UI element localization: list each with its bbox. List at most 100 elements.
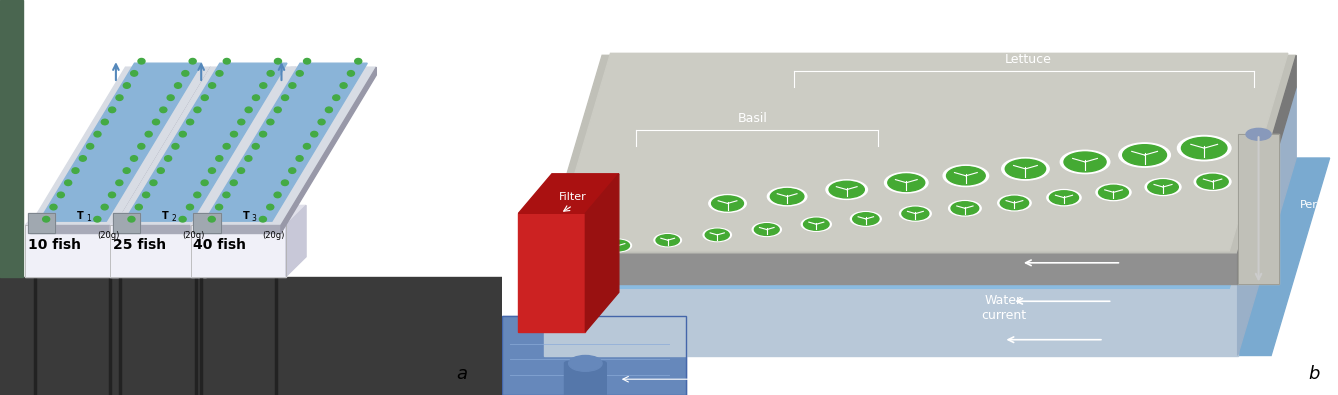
Polygon shape bbox=[206, 205, 226, 276]
Circle shape bbox=[555, 245, 582, 257]
Text: 2: 2 bbox=[171, 214, 177, 223]
Circle shape bbox=[1064, 152, 1107, 172]
Circle shape bbox=[150, 180, 157, 186]
Text: Water
current: Water current bbox=[981, 294, 1026, 322]
Polygon shape bbox=[110, 205, 226, 225]
Polygon shape bbox=[25, 205, 140, 225]
Bar bbox=[25, 225, 120, 276]
Circle shape bbox=[266, 119, 274, 125]
Circle shape bbox=[223, 58, 230, 64]
Circle shape bbox=[274, 192, 281, 198]
Circle shape bbox=[116, 180, 123, 186]
Circle shape bbox=[768, 187, 807, 206]
Circle shape bbox=[333, 95, 340, 100]
Circle shape bbox=[1181, 137, 1227, 159]
Circle shape bbox=[1177, 135, 1231, 161]
Circle shape bbox=[209, 83, 215, 88]
Text: T: T bbox=[242, 211, 249, 221]
Bar bbox=[190, 225, 286, 276]
Circle shape bbox=[131, 156, 138, 161]
Circle shape bbox=[712, 196, 744, 211]
Circle shape bbox=[281, 95, 289, 100]
Circle shape bbox=[135, 204, 142, 210]
Polygon shape bbox=[502, 316, 686, 395]
Polygon shape bbox=[586, 174, 618, 332]
Text: Perlite: Perlite bbox=[1301, 200, 1335, 211]
Circle shape bbox=[274, 107, 281, 113]
Circle shape bbox=[902, 207, 929, 220]
Circle shape bbox=[943, 165, 989, 186]
Circle shape bbox=[656, 235, 680, 246]
Polygon shape bbox=[543, 253, 1238, 284]
Circle shape bbox=[949, 201, 981, 216]
Circle shape bbox=[230, 180, 237, 186]
Circle shape bbox=[215, 204, 222, 210]
Polygon shape bbox=[1238, 134, 1279, 284]
Polygon shape bbox=[551, 53, 1287, 251]
Text: Outflow: Outflow bbox=[748, 374, 791, 384]
Circle shape bbox=[569, 356, 602, 371]
Circle shape bbox=[209, 168, 215, 173]
Circle shape bbox=[355, 58, 361, 64]
Circle shape bbox=[123, 168, 130, 173]
Polygon shape bbox=[120, 205, 140, 276]
Polygon shape bbox=[543, 284, 1238, 356]
Circle shape bbox=[173, 143, 179, 149]
Circle shape bbox=[1119, 143, 1171, 167]
Circle shape bbox=[108, 107, 115, 113]
Circle shape bbox=[1123, 145, 1167, 166]
Circle shape bbox=[296, 71, 304, 76]
Circle shape bbox=[102, 119, 108, 125]
Circle shape bbox=[1096, 184, 1131, 201]
Circle shape bbox=[194, 107, 201, 113]
Circle shape bbox=[851, 212, 882, 226]
Circle shape bbox=[179, 216, 186, 222]
Circle shape bbox=[1005, 159, 1045, 179]
Circle shape bbox=[245, 156, 252, 161]
Circle shape bbox=[709, 195, 747, 212]
Text: 1: 1 bbox=[86, 214, 91, 223]
Circle shape bbox=[946, 167, 985, 185]
Circle shape bbox=[138, 58, 145, 64]
Circle shape bbox=[558, 246, 579, 256]
Circle shape bbox=[245, 107, 252, 113]
Polygon shape bbox=[205, 63, 367, 221]
Circle shape bbox=[253, 143, 260, 149]
Circle shape bbox=[94, 132, 100, 137]
Polygon shape bbox=[31, 67, 211, 225]
Circle shape bbox=[143, 192, 150, 198]
Circle shape bbox=[174, 83, 182, 88]
Circle shape bbox=[1145, 179, 1181, 196]
Circle shape bbox=[702, 228, 732, 242]
Circle shape bbox=[201, 95, 209, 100]
Text: Basil: Basil bbox=[737, 112, 768, 125]
Circle shape bbox=[852, 213, 879, 225]
Circle shape bbox=[238, 119, 245, 125]
Circle shape bbox=[771, 188, 804, 205]
Circle shape bbox=[705, 229, 729, 241]
Circle shape bbox=[755, 224, 779, 235]
Circle shape bbox=[1198, 174, 1228, 189]
Circle shape bbox=[1002, 158, 1049, 180]
Text: b: b bbox=[1309, 365, 1321, 383]
Circle shape bbox=[131, 71, 138, 76]
Circle shape bbox=[230, 132, 237, 137]
Bar bbox=[519, 213, 586, 332]
Circle shape bbox=[1049, 191, 1078, 205]
Polygon shape bbox=[115, 67, 211, 233]
Circle shape bbox=[348, 71, 355, 76]
Text: (20g): (20g) bbox=[182, 231, 205, 239]
Polygon shape bbox=[1238, 87, 1297, 356]
Circle shape bbox=[296, 156, 304, 161]
Circle shape bbox=[72, 168, 79, 173]
Circle shape bbox=[209, 216, 215, 222]
Bar bbox=[190, 225, 286, 276]
Circle shape bbox=[138, 143, 145, 149]
Circle shape bbox=[159, 107, 167, 113]
Circle shape bbox=[752, 223, 781, 237]
Circle shape bbox=[274, 58, 281, 64]
Text: T: T bbox=[162, 211, 169, 221]
Text: 3: 3 bbox=[252, 214, 257, 223]
Circle shape bbox=[223, 192, 230, 198]
Circle shape bbox=[186, 204, 194, 210]
